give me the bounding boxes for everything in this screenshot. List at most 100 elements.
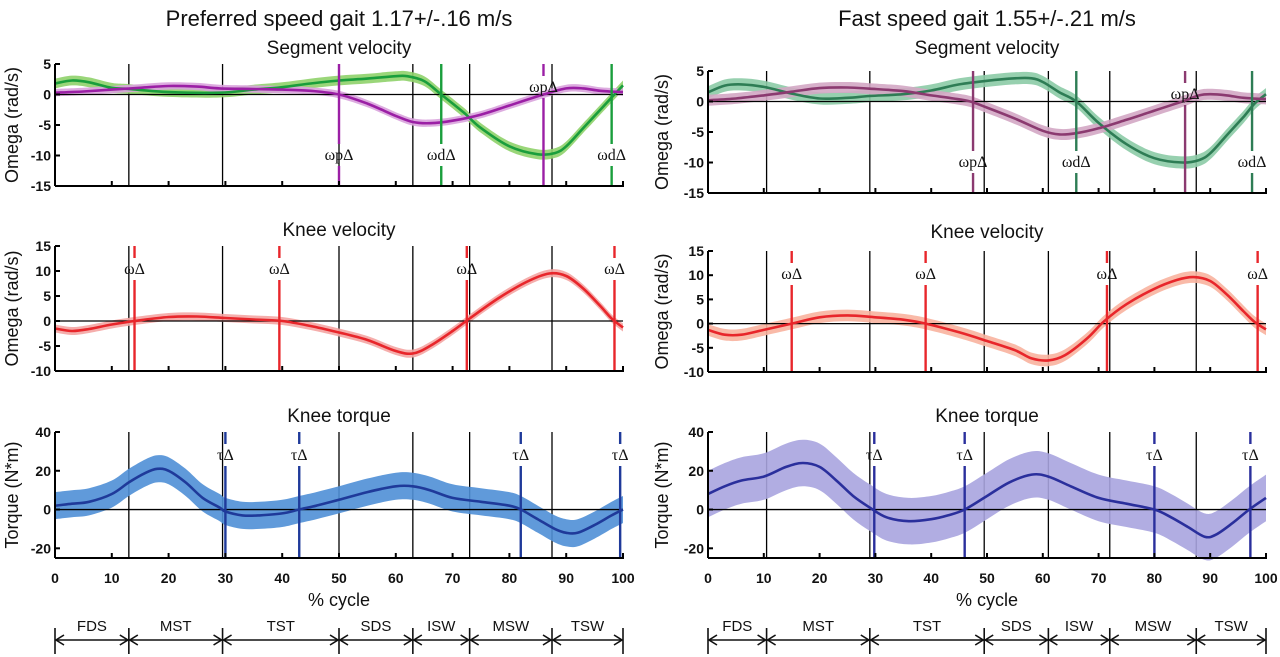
y-axis-label: Torque (N*m) (652, 441, 672, 548)
panel-title: Knee torque (287, 406, 391, 427)
event-label: τΔ (217, 447, 234, 464)
x-tick-label: 70 (1091, 570, 1107, 586)
series-band-knee-velocity (55, 269, 623, 358)
x-axis-label: % cycle (308, 590, 370, 610)
y-tick-label: -5 (692, 124, 705, 140)
arrow-right-icon (1038, 634, 1049, 646)
arrow-left-icon (469, 634, 480, 646)
x-tick-label: 60 (1035, 570, 1051, 586)
event-marker: ωΔ (124, 246, 145, 371)
y-tick-label: 5 (43, 288, 51, 304)
y-tick-label: -10 (31, 363, 51, 379)
event-marker: ωdΔ (1062, 71, 1091, 193)
event-label: ωpΔ (1171, 86, 1200, 103)
y-tick-label: 0 (696, 316, 704, 332)
event-marker: ωpΔ (1171, 71, 1200, 193)
event-marker: ωpΔ (529, 64, 558, 186)
y-tick-label: 15 (35, 238, 51, 254)
arrow-right-icon (1186, 634, 1197, 646)
x-tick-label: 10 (756, 570, 772, 586)
arrow-right-icon (860, 634, 871, 646)
y-tick-label: 10 (688, 267, 704, 283)
phase-label: ISW (1065, 618, 1094, 635)
y-tick-label: 15 (688, 243, 704, 259)
arrow-left-icon (338, 634, 349, 646)
event-label: ωΔ (124, 261, 145, 278)
arrow-left-icon (707, 634, 718, 646)
event-marker: ωΔ (915, 251, 936, 372)
event-label: ωΔ (456, 261, 477, 278)
x-tick-label: 60 (388, 570, 404, 586)
y-tick-label: -20 (31, 540, 51, 556)
event-label: τΔ (1146, 447, 1163, 464)
event-label: τΔ (612, 447, 629, 464)
phase-label: TST (913, 618, 941, 635)
series-line-proximal-segment (707, 86, 1267, 136)
event-marker: τΔ (291, 432, 308, 558)
y-axis-label: Omega (rad/s) (2, 67, 22, 183)
x-tick-label: 0 (704, 570, 712, 586)
panel-title: Knee velocity (930, 222, 1044, 243)
phase-label: ISW (427, 618, 456, 635)
event-marker: τΔ (956, 432, 973, 558)
event-marker: ωpΔ (325, 64, 354, 186)
y-tick-label: -15 (684, 185, 704, 201)
arrow-right-icon (1100, 634, 1111, 646)
event-marker: τΔ (1242, 432, 1259, 558)
series-line-knee-torque (707, 461, 1267, 539)
event-marker: τΔ (1146, 432, 1163, 558)
arrow-left-icon (128, 634, 139, 646)
panel-title: Knee torque (935, 406, 1039, 427)
arrow-right-icon (213, 634, 224, 646)
y-tick-label: 0 (696, 94, 704, 110)
arrow-right-icon (974, 634, 985, 646)
panel-segment-velocity: Segment velocity ωpΔ ωdΔ ωpΔ ωdΔ 5 0 -5 -10 -15 Om… (2, 38, 626, 194)
arrow-left-icon (551, 634, 562, 646)
phase-bar: FDS MST TST SDS ISW MSW TSW (54, 618, 624, 654)
panel-title: Segment velocity (915, 38, 1060, 59)
x-tick-label: 90 (1202, 570, 1218, 586)
x-tick-label: 20 (161, 570, 177, 586)
event-label: ωpΔ (325, 147, 354, 164)
y-tick-label: -10 (31, 148, 51, 164)
arrow-right-icon (403, 634, 414, 646)
phase-label: FDS (77, 618, 107, 635)
x-tick-label: 100 (611, 570, 635, 586)
y-tick-label: 0 (43, 313, 51, 329)
y-axis-label: Omega (rad/s) (652, 253, 672, 369)
x-tick-label: 10 (104, 570, 120, 586)
y-axis-label: Torque (N*m) (2, 441, 22, 548)
panel-knee-velocity: Knee velocity ωΔ ωΔ ωΔ ωΔ 15 10 5 0 -5 -10 Omega (r… (652, 222, 1268, 380)
panel-knee-torque: Knee torque τΔ τΔ τΔ τΔ 40 20 0 -20 Torque (N*m) (652, 406, 1267, 561)
event-label: ωdΔ (1238, 154, 1267, 171)
event-marker: τΔ (612, 432, 629, 558)
y-tick-label: 20 (688, 463, 704, 479)
y-tick-label: 40 (688, 424, 704, 440)
y-tick-label: -20 (684, 540, 704, 556)
figure-left: Preferred speed gait 1.17+/-.16 m/s Segme… (2, 6, 635, 654)
series-line-distal-segment (707, 76, 1267, 164)
event-marker: ωΔ (1097, 251, 1117, 372)
phase-label: TSW (571, 618, 605, 635)
arrow-right-icon (460, 634, 471, 646)
phase-label: TST (267, 618, 295, 635)
phase-label: MSW (492, 618, 530, 635)
arrow-left-icon (983, 634, 994, 646)
arrow-left-icon (1109, 634, 1120, 646)
phase-label: MST (802, 618, 834, 635)
phase-label: MST (160, 618, 192, 635)
x-tick-label: 0 (51, 570, 59, 586)
arrow-left-icon (54, 634, 65, 646)
series-line-knee-velocity (707, 275, 1267, 362)
y-tick-label: -15 (31, 178, 51, 194)
event-marker: τΔ (512, 432, 529, 558)
phase-label: MSW (1135, 618, 1173, 635)
series-line-proximal-segment (54, 84, 624, 125)
event-label: ωpΔ (529, 79, 558, 96)
y-tick-label: -5 (692, 340, 705, 356)
arrow-left-icon (766, 634, 777, 646)
series-band-proximal-segment (708, 81, 1266, 141)
y-tick-label: 5 (696, 291, 704, 307)
arrow-left-icon (222, 634, 232, 646)
y-tick-label: -10 (684, 155, 704, 171)
